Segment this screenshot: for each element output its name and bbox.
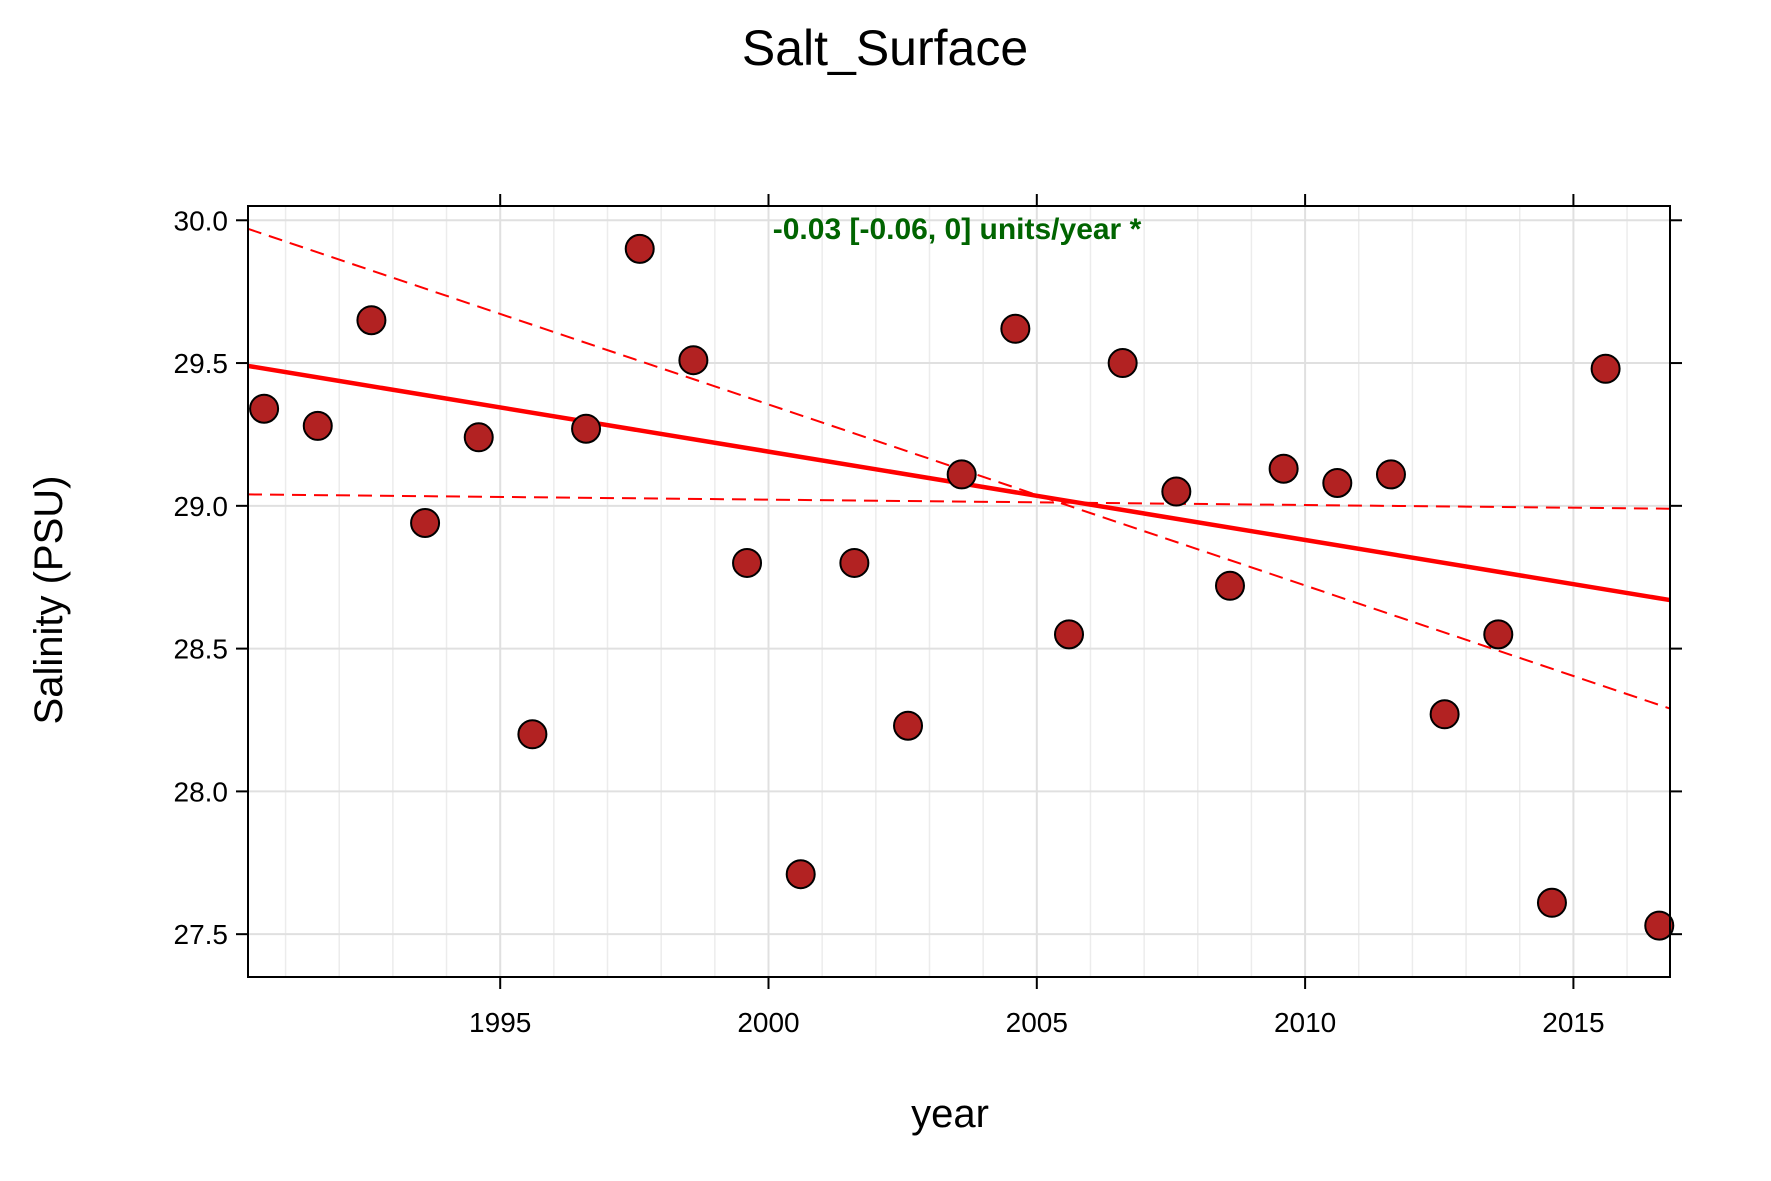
data-point bbox=[1483, 619, 1514, 650]
x-tick-label: 2010 bbox=[1274, 1007, 1336, 1038]
y-tick-label: 29.0 bbox=[174, 491, 229, 522]
confidence-line bbox=[247, 493, 1671, 510]
x-tick-label: 2015 bbox=[1542, 1007, 1604, 1038]
axis-ticks: 27.5 28.0 28.5 29.0 29.5 30.0 1995 2000 2005 2010… bbox=[174, 194, 1682, 1038]
data-point bbox=[1644, 910, 1675, 941]
data-point bbox=[571, 413, 602, 444]
y-tick-label: 28.5 bbox=[174, 634, 229, 665]
data-point bbox=[893, 710, 924, 741]
y-tick-label: 29.5 bbox=[174, 348, 229, 379]
y-axis-label: Salinity (PSU) bbox=[27, 476, 71, 725]
data-point bbox=[839, 547, 870, 578]
data-point bbox=[1161, 476, 1192, 507]
data-point bbox=[463, 422, 494, 453]
data-point bbox=[1214, 570, 1245, 601]
data-point bbox=[1054, 619, 1085, 650]
data-point bbox=[624, 233, 655, 264]
data-point bbox=[1107, 348, 1138, 379]
chart-title: Salt_Surface bbox=[742, 20, 1028, 76]
x-tick-label: 2005 bbox=[1006, 1007, 1068, 1038]
data-points bbox=[249, 233, 1675, 941]
x-tick-label: 1995 bbox=[469, 1007, 531, 1038]
data-point bbox=[1322, 467, 1353, 498]
data-point bbox=[1536, 887, 1567, 918]
x-axis-label: year bbox=[911, 1092, 989, 1136]
data-point bbox=[356, 305, 387, 336]
data-point bbox=[517, 719, 548, 750]
data-point bbox=[1590, 353, 1621, 384]
x-tick-label: 2000 bbox=[737, 1007, 799, 1038]
data-point bbox=[1429, 699, 1460, 730]
data-point bbox=[410, 507, 441, 538]
data-point bbox=[249, 393, 280, 424]
data-point bbox=[678, 345, 709, 376]
data-point bbox=[946, 459, 977, 490]
plot-frame bbox=[247, 205, 1671, 978]
data-point bbox=[302, 410, 333, 441]
trend-annotation: -0.03 [-0.06, 0] units/year * bbox=[773, 213, 1142, 246]
y-tick-label: 27.5 bbox=[174, 919, 229, 950]
data-point bbox=[732, 547, 763, 578]
data-point bbox=[1000, 313, 1031, 344]
data-point bbox=[1268, 453, 1299, 484]
y-tick-label: 30.0 bbox=[174, 205, 229, 236]
data-point bbox=[1375, 459, 1406, 490]
grid bbox=[248, 206, 1670, 977]
data-point bbox=[785, 859, 816, 890]
y-tick-label: 28.0 bbox=[174, 776, 229, 807]
